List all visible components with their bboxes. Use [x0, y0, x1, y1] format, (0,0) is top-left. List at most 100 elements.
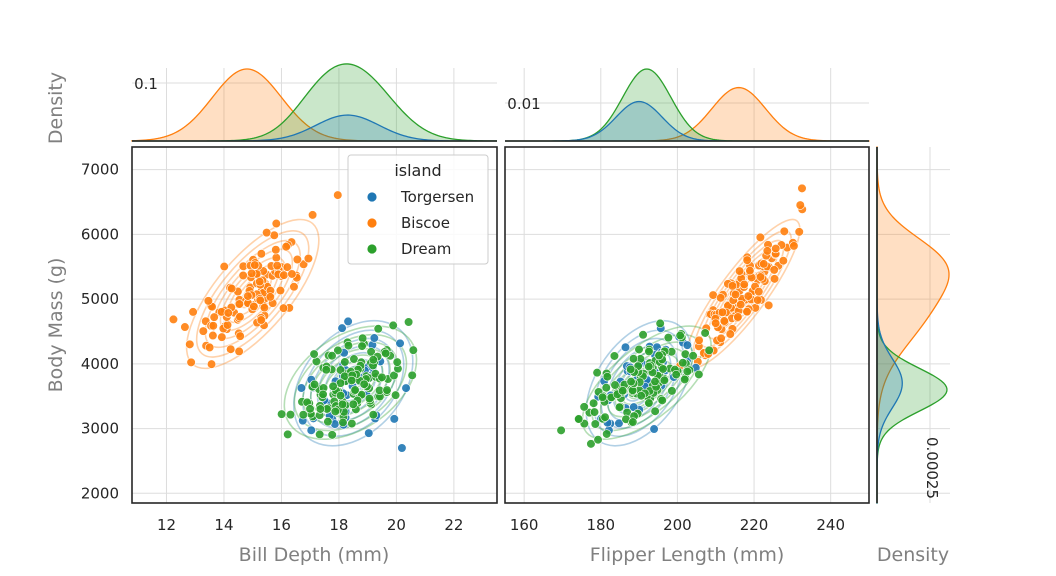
y-tick-label: 5000 [81, 290, 119, 308]
point-dream [592, 368, 602, 378]
point-dream [618, 386, 628, 396]
point-biscoe [289, 282, 299, 292]
point-dream [277, 409, 287, 419]
point-torgersen [620, 342, 631, 352]
point-dream [644, 346, 654, 357]
point-dream [338, 417, 348, 427]
point-dream [593, 435, 603, 445]
point-dream [626, 377, 636, 387]
x-tick-label: 18 [329, 516, 348, 534]
point-dream [407, 370, 417, 380]
point-dream [659, 375, 669, 385]
point-dream [602, 372, 612, 382]
point-biscoe [287, 269, 297, 279]
point-dream [590, 419, 600, 429]
point-torgersen [296, 383, 307, 393]
point-biscoe [272, 261, 282, 271]
point-dream [678, 358, 688, 368]
point-biscoe [727, 281, 738, 291]
point-dream [364, 393, 375, 404]
y-tick-label: 2000 [81, 484, 119, 502]
point-biscoe [771, 243, 781, 254]
point-biscoe [743, 291, 753, 301]
point-dream [634, 344, 644, 355]
point-biscoe [278, 303, 289, 313]
point-dream [626, 364, 636, 374]
point-dream [389, 370, 399, 381]
point-biscoe [271, 218, 281, 229]
point-biscoe [797, 183, 807, 193]
point-torgersen [397, 443, 407, 453]
point-dream [285, 410, 296, 420]
point-biscoe [275, 285, 286, 296]
point-biscoe [185, 339, 195, 349]
x-tick-label: 200 [663, 516, 692, 534]
point-dream [654, 350, 664, 361]
point-torgersen [369, 333, 379, 343]
point-dream [315, 429, 325, 440]
point-biscoe [754, 287, 764, 297]
point-biscoe [168, 314, 179, 325]
point-dream [663, 333, 673, 343]
point-biscoe [265, 292, 275, 302]
point-dream [323, 417, 333, 427]
point-dream [404, 317, 414, 327]
legend-marker-torgersen [366, 191, 378, 203]
y-tick-label: 6000 [81, 225, 119, 243]
point-biscoe [778, 256, 788, 266]
point-dream [321, 365, 331, 375]
point-biscoe [262, 228, 272, 238]
point-biscoe [694, 335, 704, 345]
x-axis-label-density: Density [877, 544, 949, 566]
point-dream [586, 439, 596, 449]
point-dream [347, 375, 357, 386]
point-biscoe [206, 359, 217, 369]
point-biscoe [250, 260, 260, 270]
point-biscoe [769, 274, 780, 284]
point-dream [671, 370, 681, 380]
point-torgersen [306, 425, 316, 435]
point-dream [650, 376, 660, 387]
point-biscoe [795, 200, 805, 210]
point-torgersen [337, 323, 347, 333]
point-dream [644, 361, 654, 372]
point-dream [357, 341, 367, 351]
point-biscoe [736, 299, 746, 310]
point-dream [636, 391, 646, 401]
point-biscoe [755, 232, 765, 242]
point-biscoe [217, 332, 227, 342]
legend-label-torgersen: Torgersen [400, 188, 474, 206]
point-dream [657, 395, 667, 405]
point-biscoe [308, 210, 318, 220]
point-torgersen [395, 338, 405, 348]
point-biscoe [205, 342, 215, 353]
point-biscoe [717, 307, 728, 317]
right-density-tick: 0.00025 [923, 437, 941, 499]
y-tick-label: 3000 [81, 420, 119, 438]
point-dream [680, 349, 690, 359]
point-biscoe [249, 301, 259, 312]
x-tick-label: 20 [387, 516, 406, 534]
point-dream [601, 383, 611, 393]
x-axis-label-flipper-length: Flipper Length (mm) [590, 544, 785, 566]
x-tick-label: 180 [586, 516, 615, 534]
point-biscoe [198, 326, 208, 336]
point-dream [358, 333, 368, 343]
point-biscoe [789, 241, 799, 251]
point-biscoe [779, 226, 789, 236]
point-biscoe [271, 245, 281, 255]
point-dream [644, 398, 654, 408]
point-dream [347, 419, 357, 429]
point-biscoe [208, 321, 218, 331]
axes-frame-layer [131, 140, 878, 504]
point-biscoe [247, 268, 257, 278]
point-biscoe [733, 312, 743, 322]
x-axis-label-bill-depth: Bill Depth (mm) [239, 544, 390, 566]
point-dream [333, 345, 343, 356]
point-biscoe [292, 254, 302, 265]
point-dream [350, 385, 360, 395]
point-biscoe [188, 307, 198, 317]
point-dream [283, 429, 293, 439]
point-biscoe [256, 315, 266, 325]
point-biscoe [753, 295, 763, 305]
